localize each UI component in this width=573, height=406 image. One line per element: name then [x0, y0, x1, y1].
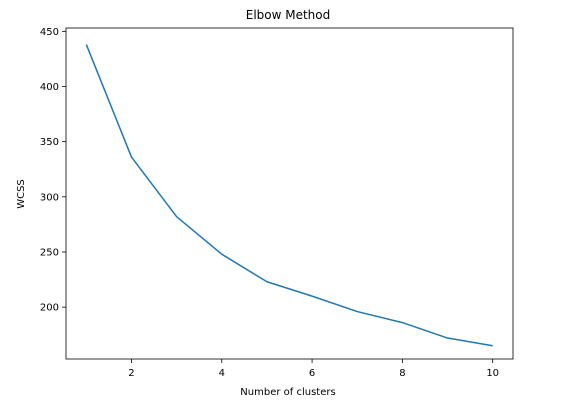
- plot-area: 2 4 6 8 10 200 250 300 350 400 450: [40, 27, 514, 379]
- x-tick-label: 4: [219, 368, 225, 379]
- y-tick-label: 400: [40, 82, 59, 93]
- x-tick-label: 6: [309, 368, 315, 379]
- y-tick-label: 200: [40, 303, 59, 314]
- x-tick-label: 8: [399, 368, 405, 379]
- plot-frame: [65, 27, 514, 360]
- x-tick-label: 2: [128, 368, 134, 379]
- y-axis-label: WCSS: [16, 179, 27, 209]
- y-tick-label: 450: [40, 27, 59, 38]
- series-line: [85, 44, 493, 347]
- y-tick-label: 350: [40, 137, 59, 148]
- y-tick-label: 250: [40, 247, 59, 258]
- y-tick-label: 300: [40, 192, 59, 203]
- chart-title: Elbow Method: [246, 8, 331, 22]
- x-tick-label: 10: [486, 368, 499, 379]
- x-axis-label: Number of clusters: [240, 387, 335, 398]
